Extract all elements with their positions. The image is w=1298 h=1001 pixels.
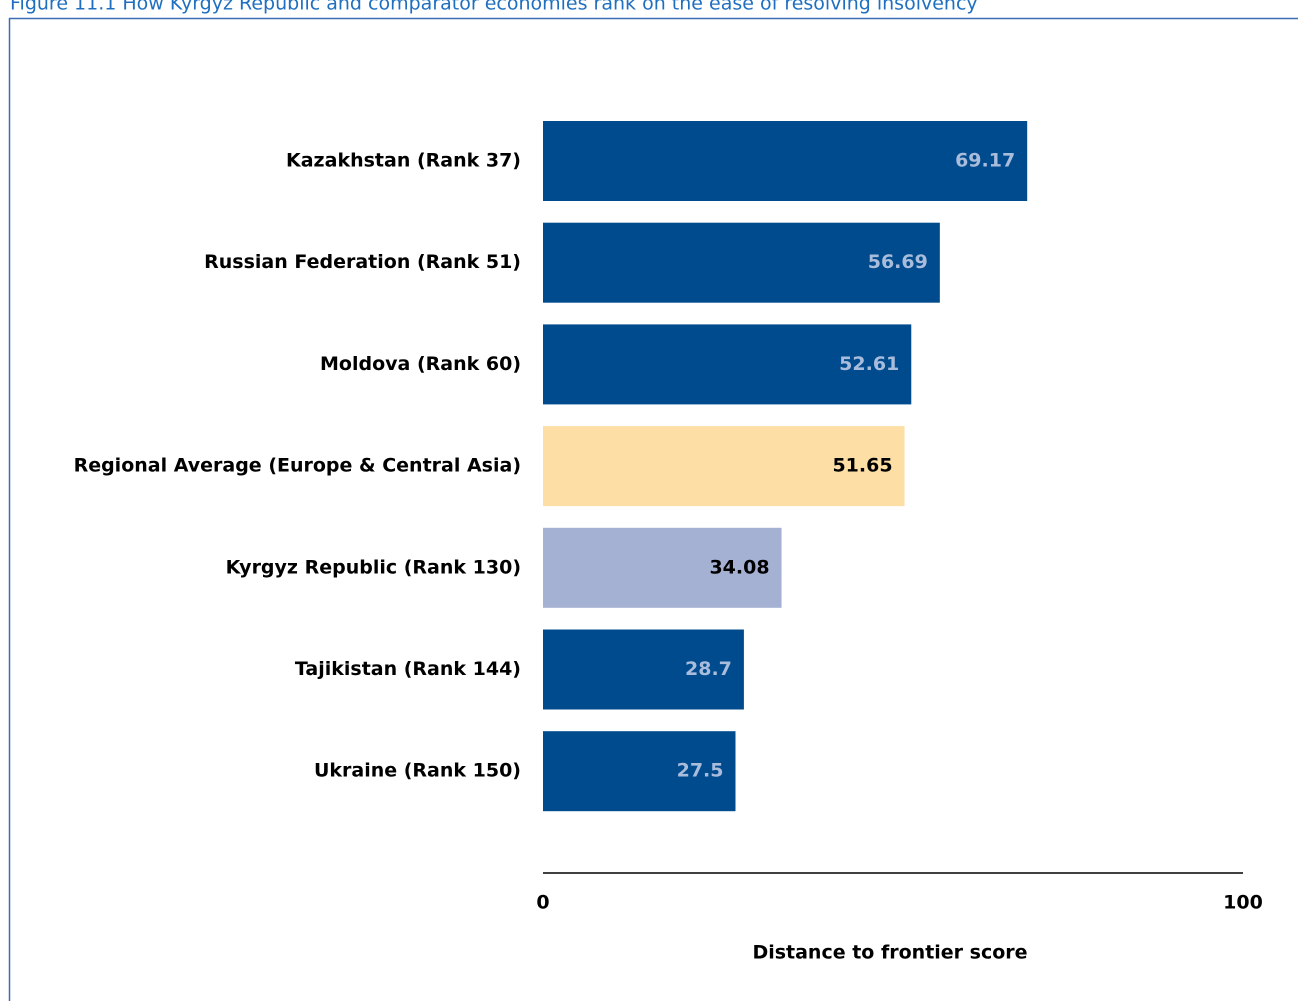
value-label: 27.5 (677, 760, 724, 782)
chart-title: Figure 11.1 How Kyrgyz Republic and comp… (10, 0, 978, 15)
value-label: 69.17 (955, 150, 1015, 172)
bar (543, 121, 1028, 201)
y-tick-label: Kazakhstan (Rank 37) (286, 150, 521, 172)
y-tick-label: Regional Average (Europe & Central Asia) (74, 455, 521, 477)
bar (543, 527, 782, 608)
bar (543, 222, 940, 303)
y-tick-label: Moldova (Rank 60) (320, 353, 521, 375)
y-tick-label: Ukraine (Rank 150) (314, 760, 521, 782)
bar (543, 324, 912, 405)
value-label: 34.08 (709, 556, 769, 578)
value-label: 56.69 (868, 251, 928, 273)
value-label: 28.7 (685, 658, 732, 680)
bar (543, 731, 736, 812)
bar (543, 426, 905, 507)
y-tick-label: Kyrgyz Republic (Rank 130) (226, 556, 521, 578)
x-axis-label: Distance to frontier score (752, 942, 1027, 964)
value-label: 51.65 (832, 455, 892, 477)
x-tick-label: 0 (536, 892, 549, 914)
value-label: 52.61 (839, 353, 899, 375)
y-tick-label: Tajikistan (Rank 144) (295, 658, 521, 680)
bar (543, 629, 744, 710)
x-tick-label: 100 (1223, 892, 1263, 914)
y-tick-label: Russian Federation (Rank 51) (204, 251, 521, 273)
